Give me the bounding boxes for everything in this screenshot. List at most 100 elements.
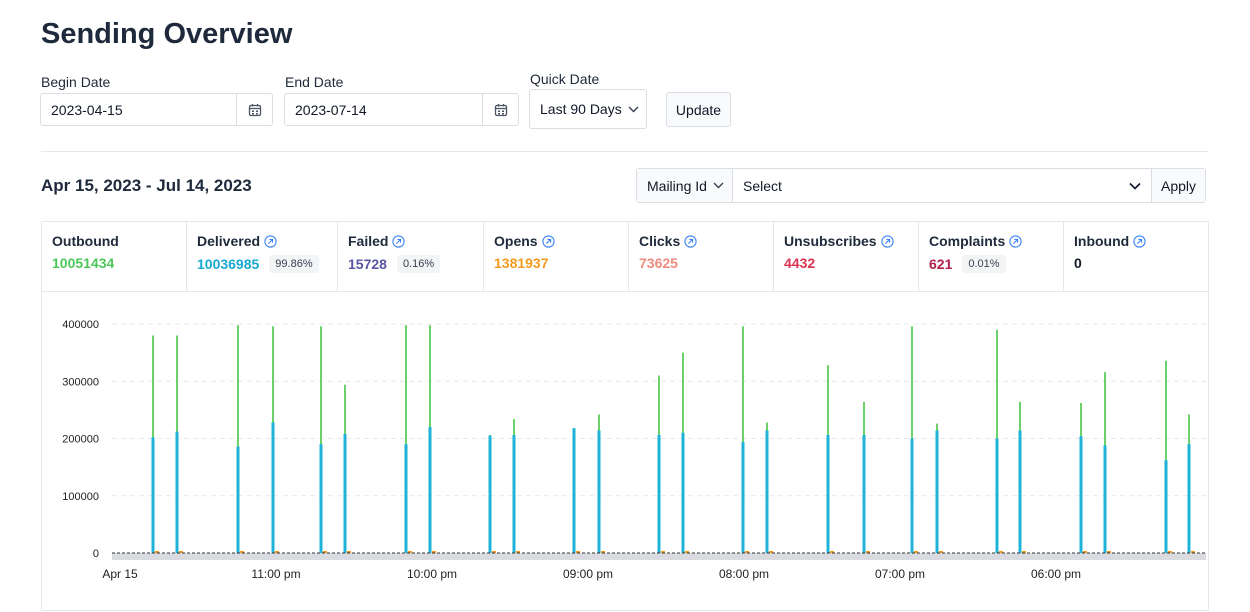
bar-delivered — [428, 427, 432, 553]
chevron-down-icon — [713, 182, 724, 189]
x-tick-label: 11:00 pm — [251, 567, 300, 581]
end-date-value[interactable]: 2023-07-14 — [295, 101, 367, 118]
stat-unsubscribes: Unsubscribes 4432 — [774, 222, 919, 291]
bar-outbound — [1165, 360, 1167, 553]
chevron-down-icon — [1129, 182, 1141, 190]
calendar-icon[interactable] — [236, 94, 272, 125]
stat-label-text: Delivered — [197, 233, 261, 249]
end-date-label: End Date — [285, 74, 344, 90]
external-link-icon[interactable] — [1133, 234, 1146, 248]
bar-delivered — [910, 438, 914, 553]
stat-label: Failed — [348, 233, 473, 249]
bar-opens — [347, 551, 351, 553]
bar-opens — [492, 551, 496, 553]
bar-opens — [999, 551, 1003, 553]
end-date-field[interactable]: 2023-07-14 — [284, 93, 519, 126]
stat-label: Clicks — [639, 233, 763, 249]
calendar-icon[interactable] — [482, 94, 518, 125]
bar-opens — [866, 551, 870, 553]
bar-outbound — [405, 325, 407, 553]
external-link-icon[interactable] — [684, 234, 697, 248]
external-link-icon[interactable] — [264, 234, 277, 248]
bar-opens — [685, 551, 689, 553]
y-tick-label: 300000 — [62, 376, 99, 388]
bar-delivered — [488, 435, 492, 553]
quick-date-select[interactable]: Last 90 Days — [529, 89, 647, 129]
stat-value: 15728 — [348, 256, 387, 272]
y-tick-label: 100000 — [62, 491, 99, 503]
begin-date-field[interactable]: 2023-04-15 — [40, 93, 273, 126]
stat-label: Inbound — [1074, 233, 1198, 249]
stat-label: Complaints — [929, 233, 1053, 249]
quick-date-label: Quick Date — [530, 71, 600, 87]
stat-label-text: Inbound — [1074, 233, 1130, 249]
mailing-filter: Mailing Id Select Apply — [636, 168, 1206, 203]
update-button[interactable]: Update — [666, 92, 731, 127]
apply-button[interactable]: Apply — [1151, 169, 1205, 202]
bar-delivered — [1164, 460, 1168, 553]
bar-opens — [516, 551, 520, 553]
stat-inbound: Inbound 0 — [1064, 222, 1208, 291]
stat-label-text: Outbound — [52, 233, 119, 249]
mailing-select[interactable]: Select — [733, 169, 1151, 202]
bar-opens — [179, 551, 183, 553]
y-tick-label: 200000 — [62, 434, 99, 446]
bar-opens — [769, 551, 773, 553]
bar-delivered — [343, 433, 347, 553]
external-link-icon[interactable] — [1009, 234, 1022, 248]
sending-chart: 0 100000 200000 300000 400000 Apr 15 11:00 pm 1… — [62, 319, 1206, 581]
bar-delivered — [271, 422, 275, 553]
stat-percent-badge: 0.16% — [396, 255, 441, 273]
x-tick-label: 07:00 pm — [875, 567, 925, 581]
stat-percent-badge: 99.86% — [269, 255, 319, 273]
mailing-select-value: Select — [743, 177, 782, 194]
bar-delivered — [657, 435, 661, 553]
external-link-icon[interactable] — [392, 234, 406, 248]
bar-delivered — [995, 438, 999, 553]
bar-delivered — [319, 444, 323, 553]
bar-opens — [601, 551, 605, 553]
x-tick-label: 09:00 pm — [563, 567, 613, 581]
bar-opens — [275, 551, 279, 553]
stat-label-text: Clicks — [639, 233, 681, 249]
y-tick-label: 400000 — [62, 319, 99, 331]
stat-percent-badge: 0.01% — [962, 255, 1006, 273]
bar-delivered — [1103, 445, 1107, 553]
stat-opens: Opens 1381937 — [484, 222, 629, 291]
stat-label-text: Opens — [494, 233, 538, 249]
stat-complaints: Complaints 621 0.01% — [919, 222, 1064, 291]
bar-opens — [939, 551, 943, 553]
external-link-icon[interactable] — [541, 234, 555, 248]
quick-date-value: Last 90 Days — [540, 101, 622, 117]
external-link-icon[interactable] — [880, 234, 894, 248]
bar-delivered — [597, 430, 601, 553]
begin-date-label: Begin Date — [41, 74, 111, 90]
bar-opens — [745, 551, 749, 553]
stat-label: Delivered — [197, 233, 327, 249]
y-tick-label: 0 — [93, 548, 99, 560]
mailing-id-dropdown[interactable]: Mailing Id — [637, 169, 733, 202]
stats-row: Outbound 10051434 Delivered 10036985 99.86% F… — [42, 222, 1208, 292]
section-divider — [41, 151, 1208, 152]
stat-label: Outbound — [52, 233, 176, 249]
bar-outbound — [237, 325, 239, 553]
bar-delivered — [572, 428, 576, 553]
bar-delivered — [1079, 436, 1083, 553]
stat-clicks: Clicks 73625 — [629, 222, 774, 291]
bar-opens — [240, 551, 244, 553]
bar-opens — [914, 551, 918, 553]
begin-date-value[interactable]: 2023-04-15 — [51, 101, 123, 118]
chart-baseline-band — [112, 553, 1206, 560]
bar-delivered — [1018, 430, 1022, 553]
stat-label: Opens — [494, 233, 618, 249]
page-title: Sending Overview — [41, 18, 293, 50]
date-range-title: Apr 15, 2023 - Jul 14, 2023 — [41, 176, 252, 195]
bar-outbound — [320, 326, 322, 553]
bar-delivered — [151, 437, 155, 553]
stat-value: 1381937 — [494, 255, 549, 271]
stats-panel: Outbound 10051434 Delivered 10036985 99.86% F… — [41, 221, 1209, 611]
chevron-down-icon — [628, 106, 639, 113]
bar-delivered — [862, 435, 866, 553]
stat-outbound: Outbound 10051434 — [42, 222, 187, 291]
bar-opens — [830, 551, 834, 553]
